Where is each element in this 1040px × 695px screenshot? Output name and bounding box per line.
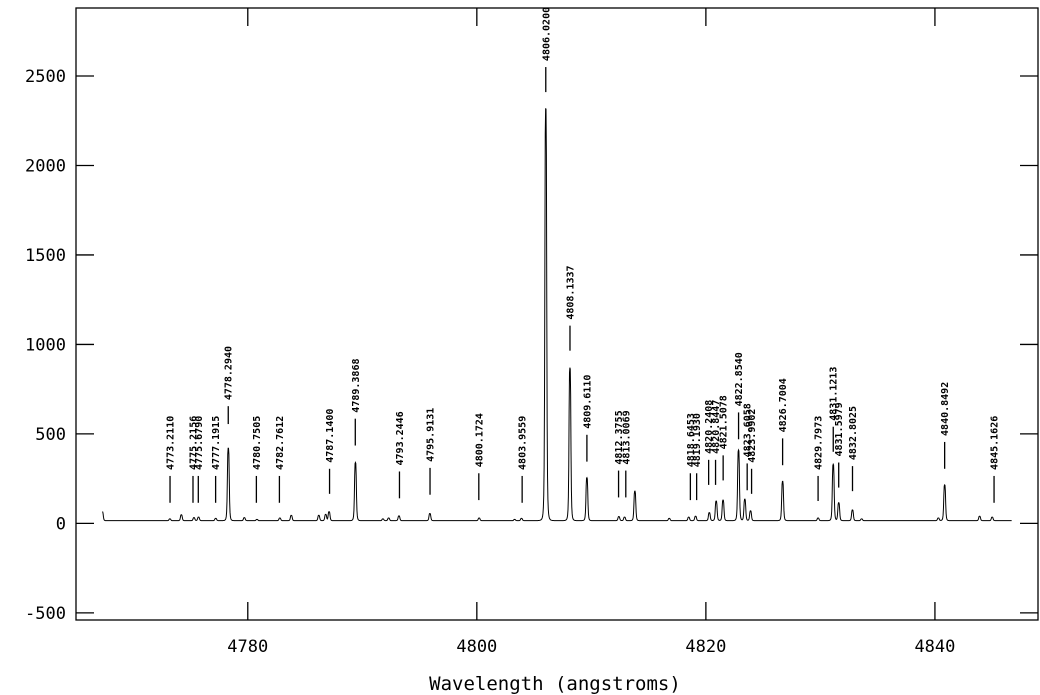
line-marker-label: 4775.2156 [188,416,199,470]
x-axis-ticks: 4780 4800 4820 4840 [227,8,955,657]
line-marker-label: 4773.2110 [166,416,177,470]
line-marker-label: 4813.0069 [621,410,632,464]
y-tick-label: -500 [25,604,66,624]
y-axis-ticks: -500 0 500 1000 1500 2000 2500 [25,67,1038,624]
line-marker-label: 4787.1400 [325,409,336,463]
plot-frame [75,7,1039,621]
line-marker-label: 4840.8492 [940,382,951,436]
line-marker-label: 4832.8025 [848,406,859,460]
line-marker-label: 4820.2408 [704,400,715,454]
y-tick-label: 0 [56,514,66,534]
line-marker-label: 4845.1626 [990,416,1001,470]
line-marker-label: 4806.0200 [541,7,552,61]
x-tick-label: 4800 [456,637,497,657]
line-marker-label: 4826.7004 [778,378,789,432]
x-tick-label: 4840 [914,637,955,657]
line-marker-label: 4789.3868 [351,358,362,412]
line-marker-label: 4822.8540 [734,352,745,406]
line-marker-label: 4808.1337 [565,265,576,319]
line-marker-label: 4818.6453 [686,413,697,467]
line-marker-label: 4777.1915 [211,416,222,470]
line-marker-label: 4803.9559 [518,416,529,470]
x-tick-label: 4780 [227,637,268,657]
line-marker-label: 4809.6110 [582,375,593,429]
line-marker-label: 4800.1724 [474,413,485,467]
line-marker-label: 4829.7973 [814,416,825,470]
line-marker-label: 4820.8447 [711,400,722,454]
line-marker-label: 4775.6790 [194,416,205,470]
line-marker-label: 4819.1930 [692,413,703,467]
line-marker-label: 4812.3755 [614,410,625,464]
y-tick-label: 500 [35,425,66,445]
y-tick-label: 2000 [25,156,66,176]
x-axis-title: Wavelength (angstroms) [429,673,681,695]
line-marker-label: 4780.7505 [252,416,263,470]
line-marker-label: 4795.9131 [426,408,437,462]
line-marker-label: 4778.2940 [224,346,235,400]
y-tick-label: 2500 [25,67,66,87]
line-marker-label: 4823.9902 [747,409,758,463]
y-tick-label: 1000 [25,335,66,355]
line-marker-label: 4793.2446 [395,411,406,465]
line-marker-label: 4831.1213 [829,367,840,421]
spectrum-line [102,108,1012,522]
line-marker-label: 4821.5078 [719,395,730,449]
y-tick-label: 1500 [25,246,66,266]
line-marker-label: 4782.7612 [275,416,286,470]
line-marker-label: 4831.5979 [834,402,845,456]
line-marker-label: 4823.6058 [743,403,754,457]
x-tick-label: 4820 [685,637,726,657]
